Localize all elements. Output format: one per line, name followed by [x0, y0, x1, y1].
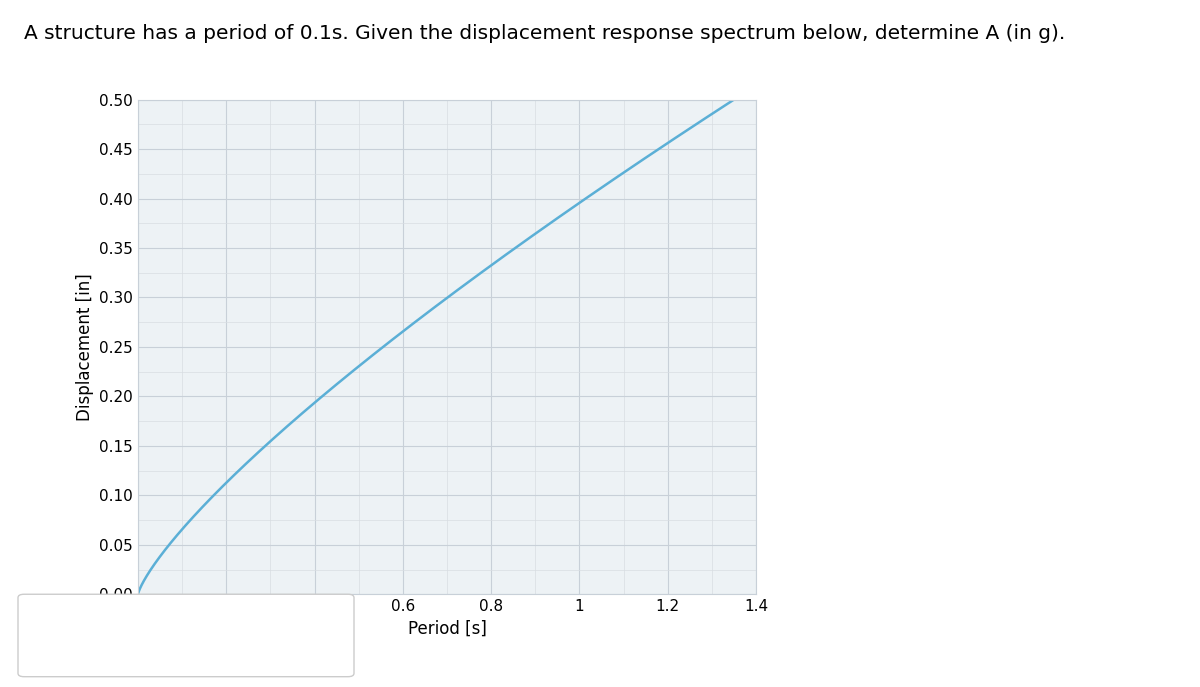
- Text: A structure has a period of 0.1s. Given the displacement response spectrum below: A structure has a period of 0.1s. Given …: [24, 24, 1066, 43]
- Y-axis label: Displacement [in]: Displacement [in]: [76, 273, 94, 421]
- X-axis label: Period [s]: Period [s]: [408, 620, 486, 638]
